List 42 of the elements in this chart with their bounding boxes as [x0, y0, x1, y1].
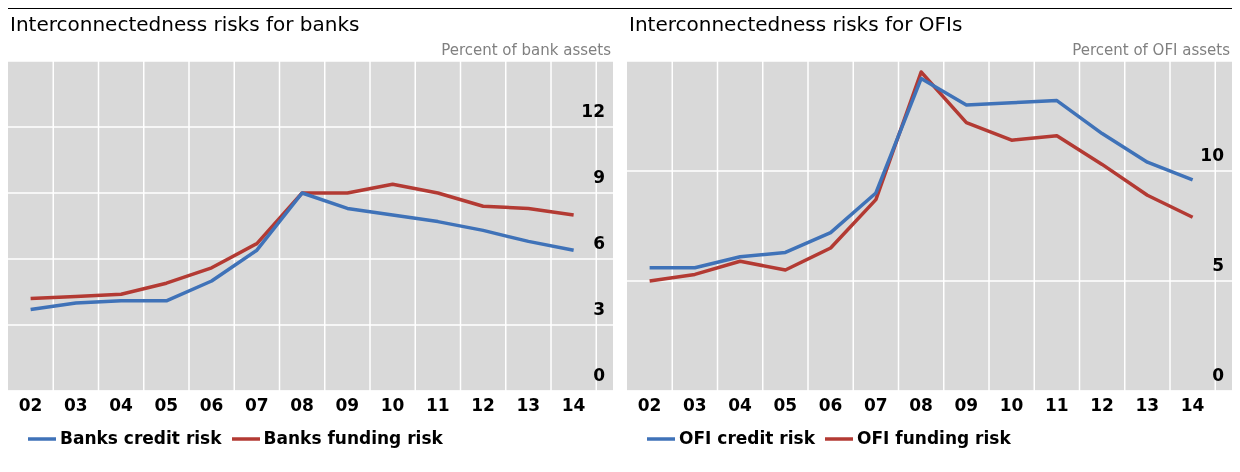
- y-tick-label: 12: [581, 101, 605, 121]
- x-tick-label: 07: [245, 395, 269, 416]
- chart-title: Interconnectedness risks for banks: [9, 11, 361, 38]
- x-tick-label: 02: [637, 395, 662, 416]
- x-tick-label: 08: [290, 395, 314, 416]
- x-tick-label: 08: [909, 395, 933, 416]
- x-tick-label: 03: [683, 395, 707, 416]
- x-tick-label: 14: [1180, 395, 1205, 416]
- x-tick-label: 02: [18, 395, 43, 416]
- x-tick-label: 09: [335, 395, 360, 416]
- x-tick-label: 07: [864, 395, 888, 416]
- y-tick-label: 5: [1212, 255, 1224, 275]
- x-tick-label: 06: [818, 395, 843, 416]
- x-tick-label: 10: [999, 395, 1024, 416]
- x-tick-label: 03: [64, 395, 88, 416]
- x-tick-label: 10: [380, 395, 405, 416]
- x-tick-label: 14: [561, 395, 586, 416]
- x-tick-label: 05: [773, 395, 798, 416]
- x-tick-label: 09: [954, 395, 979, 416]
- y-tick-label: 6: [593, 233, 605, 253]
- x-tick-label: 12: [1090, 395, 1114, 416]
- legend-label: OFI funding risk: [856, 428, 1011, 448]
- x-tick-label: 04: [728, 395, 753, 416]
- y-axis-title: Percent of bank assets: [440, 40, 612, 61]
- y-tick-label: 10: [1200, 145, 1225, 165]
- x-tick-label: 06: [199, 395, 224, 416]
- x-tick-label: 12: [471, 395, 495, 416]
- x-tick-label: 11: [1045, 395, 1069, 416]
- y-axis-title: Percent of OFI assets: [1071, 40, 1231, 61]
- legend-label: OFI credit risk: [679, 428, 815, 448]
- legend-label: Banks credit risk: [60, 428, 222, 448]
- y-tick-label: 0: [593, 365, 606, 385]
- y-tick-label: 3: [593, 299, 605, 319]
- legend-label: Banks funding risk: [263, 428, 443, 448]
- y-tick-label: 0: [1212, 365, 1225, 385]
- x-tick-label: 04: [109, 395, 134, 416]
- x-tick-label: 13: [516, 395, 541, 416]
- x-tick-label: 05: [154, 395, 179, 416]
- y-tick-label: 9: [593, 167, 605, 187]
- x-tick-label: 11: [426, 395, 450, 416]
- x-tick-label: 13: [1135, 395, 1160, 416]
- chart-title: Interconnectedness risks for OFIs: [628, 11, 964, 38]
